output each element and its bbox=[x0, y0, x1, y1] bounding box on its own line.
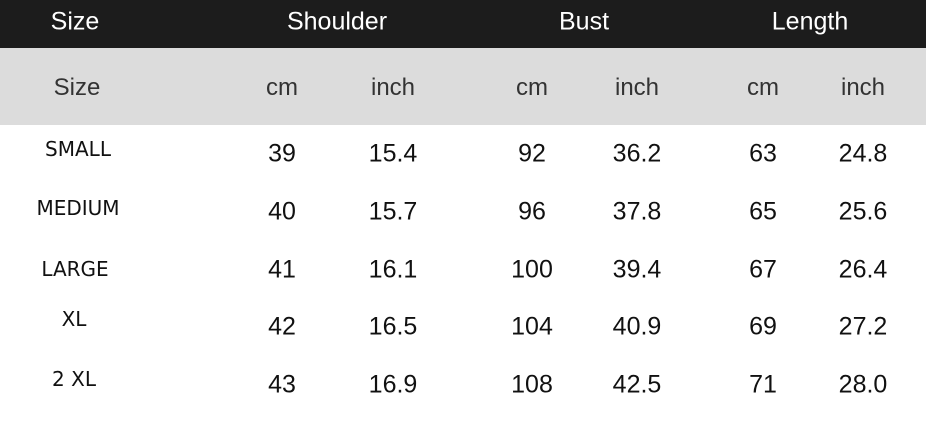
measurement: 39.4 bbox=[612, 255, 662, 284]
measurement: 37.8 bbox=[612, 197, 662, 226]
measurement: 25.6 bbox=[838, 197, 888, 226]
size-label: MEDIUM bbox=[36, 196, 120, 220]
header-band bbox=[0, 0, 926, 48]
measurement: 40 bbox=[268, 197, 296, 226]
size-label: XL bbox=[61, 307, 87, 331]
measurement: 69 bbox=[749, 312, 777, 341]
measurement: 39 bbox=[268, 139, 296, 168]
column-header: Size bbox=[50, 7, 100, 36]
size-label: LARGE bbox=[41, 257, 109, 281]
measurement: 96 bbox=[518, 197, 546, 226]
measurement: 71 bbox=[749, 370, 777, 399]
measurement: 108 bbox=[511, 370, 553, 399]
measurement: 100 bbox=[511, 255, 553, 284]
column-header: Shoulder bbox=[286, 7, 388, 36]
subheader-band bbox=[0, 48, 926, 125]
unit-header: inch bbox=[840, 74, 886, 101]
unit-header: cm bbox=[516, 74, 548, 101]
measurement: 40.9 bbox=[612, 312, 662, 341]
size-label: SMALL bbox=[45, 137, 111, 161]
measurement: 104 bbox=[511, 312, 553, 341]
measurement: 24.8 bbox=[838, 139, 888, 168]
size-label: 2 XL bbox=[52, 367, 96, 391]
unit-header: inch bbox=[614, 74, 660, 101]
measurement: 63 bbox=[749, 139, 777, 168]
unit-header: cm bbox=[266, 74, 298, 101]
column-header: Length bbox=[771, 7, 849, 36]
measurement: 42.5 bbox=[612, 370, 662, 399]
unit-header: inch bbox=[370, 74, 416, 101]
measurement: 67 bbox=[749, 255, 777, 284]
measurement: 65 bbox=[749, 197, 777, 226]
measurement: 43 bbox=[268, 370, 296, 399]
measurement: 41 bbox=[268, 255, 296, 284]
measurement: 26.4 bbox=[838, 255, 888, 284]
measurement: 15.7 bbox=[368, 197, 418, 226]
column-header: Bust bbox=[558, 7, 610, 36]
measurement: 16.9 bbox=[368, 370, 418, 399]
measurement: 42 bbox=[268, 312, 296, 341]
measurement: 27.2 bbox=[838, 312, 888, 341]
unit-header: Size bbox=[53, 74, 101, 101]
measurement: 36.2 bbox=[612, 139, 662, 168]
measurement: 28.0 bbox=[838, 370, 888, 399]
unit-header: cm bbox=[747, 74, 779, 101]
measurement: 92 bbox=[518, 139, 546, 168]
measurement: 16.5 bbox=[368, 312, 418, 341]
measurement: 15.4 bbox=[368, 139, 418, 168]
measurement: 16.1 bbox=[368, 255, 418, 284]
